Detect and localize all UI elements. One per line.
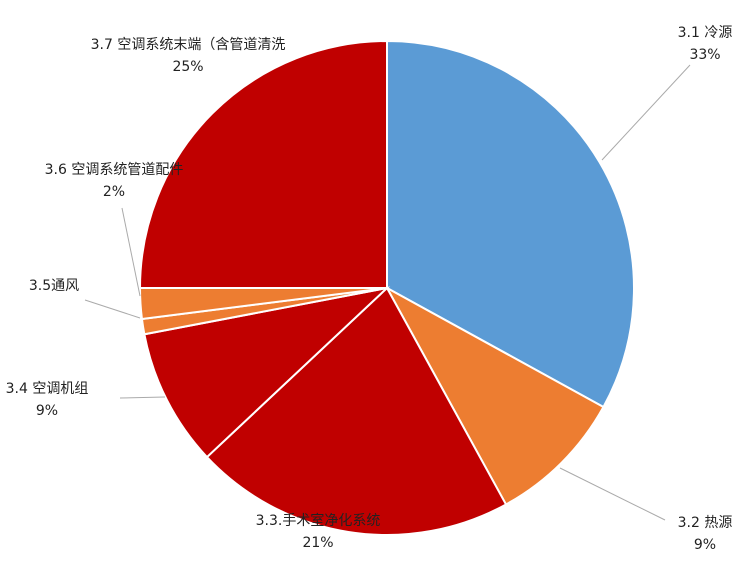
leader-line (121, 207, 141, 297)
slice-label: 3.2 热源 (678, 515, 733, 531)
slice-label: 3.7 空调系统末端（含管道清洗 (91, 37, 286, 53)
value-label: 25% (172, 59, 203, 75)
pie-slice (138, 39, 388, 289)
slice-label: 3.1 冷源 (678, 25, 733, 41)
value-label: 2% (103, 184, 125, 200)
slice-label: 3.3.手术室净化系统 (256, 512, 381, 529)
value-label: 21% (302, 535, 333, 551)
pie-slice (205, 286, 508, 536)
slice-label: 3.5通风 (29, 278, 79, 294)
pie-slice (143, 286, 391, 459)
leader-line (559, 467, 666, 521)
slice-label: 3.4 空调机组 (6, 381, 89, 397)
slice-label: 3.6 空调系统管道配件 (45, 162, 184, 178)
pie-slice (386, 39, 635, 409)
value-label: 9% (694, 537, 716, 553)
leader-line (119, 396, 166, 399)
value-label: 33% (689, 47, 720, 63)
leader-line (84, 299, 141, 319)
leader-line (601, 64, 691, 161)
pie-slice (384, 285, 605, 506)
value-label: 9% (36, 403, 58, 419)
